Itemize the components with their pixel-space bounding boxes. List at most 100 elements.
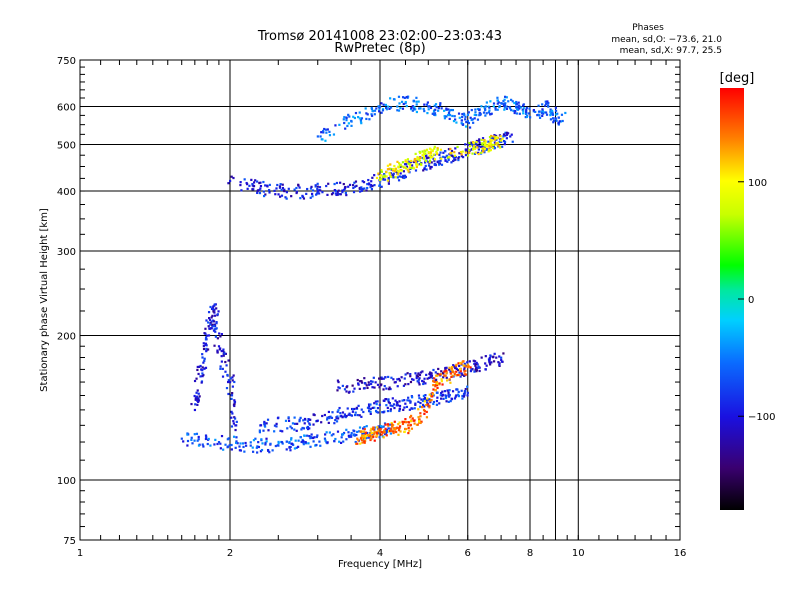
scatter-point — [491, 137, 494, 140]
scatter-point — [266, 418, 270, 421]
scatter-point — [446, 389, 449, 392]
scatter-point — [433, 380, 436, 383]
scatter-point — [412, 167, 416, 170]
scatter-point — [473, 117, 476, 120]
scatter-point — [350, 120, 353, 123]
scatter-point — [519, 106, 522, 109]
scatter-point — [371, 176, 374, 179]
scatter-point — [418, 373, 422, 377]
scatter-point — [335, 181, 339, 185]
scatter-point — [464, 115, 467, 118]
scatter-point — [351, 410, 354, 413]
scatter-point — [498, 105, 501, 108]
scatter-point — [353, 185, 357, 188]
scatter-point — [403, 377, 406, 380]
scatter-point — [238, 445, 241, 448]
scatter-point — [538, 110, 541, 113]
scatter-point — [394, 167, 397, 170]
scatter-point — [435, 378, 438, 381]
scatter-point — [466, 391, 469, 394]
scatter-point — [487, 140, 490, 143]
scatter-point — [256, 445, 259, 448]
scatter-point — [500, 102, 503, 105]
scatter-point — [428, 154, 431, 157]
scatter-point — [293, 447, 297, 450]
scatter-point — [410, 106, 413, 110]
scatter-point — [360, 122, 363, 125]
scatter-point — [527, 112, 530, 115]
scatter-point — [419, 412, 422, 415]
scatter-point — [230, 425, 234, 428]
scatter-point — [379, 425, 383, 428]
scatter-point — [202, 344, 205, 348]
scatter-point — [453, 154, 457, 157]
scatter-point — [293, 422, 297, 425]
scatter-point — [299, 197, 302, 200]
scatter-point — [383, 173, 386, 176]
scatter-point — [387, 399, 390, 402]
scatter-point — [459, 370, 462, 373]
scatter-point — [544, 100, 547, 103]
y-tick-label: 400 — [57, 187, 76, 198]
scatter-point — [488, 360, 491, 363]
scatter-point — [401, 422, 405, 426]
scatter-point — [403, 96, 406, 100]
scatter-point — [333, 440, 336, 443]
scatter-point — [281, 442, 284, 445]
scatter-point — [478, 111, 481, 114]
scatter-point — [202, 373, 205, 377]
scatter-point — [316, 135, 319, 138]
scatter-point — [448, 389, 451, 392]
scatter-point — [366, 433, 369, 437]
scatter-point — [424, 150, 427, 153]
scatter-point — [218, 348, 221, 351]
scatter-point — [538, 114, 541, 117]
scatter-point — [516, 106, 519, 109]
scatter-point — [358, 117, 361, 120]
scatter-point — [466, 363, 470, 366]
scatter-point — [211, 314, 214, 317]
scatter-point — [438, 160, 441, 163]
scatter-point — [404, 166, 407, 169]
scatter-point — [393, 164, 396, 168]
scatter-point — [231, 391, 234, 395]
scatter-point — [193, 433, 196, 436]
scatter-point — [213, 309, 216, 312]
scatter-point — [423, 377, 426, 380]
scatter-point — [186, 433, 189, 436]
scatter-point — [235, 440, 238, 443]
scatter-point — [302, 197, 306, 200]
scatter-point — [391, 423, 395, 427]
scatter-point — [367, 383, 371, 386]
scatter-point — [376, 426, 379, 429]
colorbar-tick-label: −100 — [748, 412, 775, 423]
scatter-point — [409, 420, 413, 423]
scatter-point — [442, 151, 445, 154]
scatter-point — [432, 380, 435, 383]
scatter-point — [342, 440, 345, 443]
scatter-point — [347, 113, 350, 116]
scatter-point — [498, 355, 501, 358]
scatter-point — [200, 381, 203, 384]
scatter-point — [294, 439, 297, 442]
scatter-point — [432, 394, 435, 397]
legend-line-x: mean, sd,X: 97.7, 25.5 — [620, 46, 722, 56]
scatter-point — [194, 398, 197, 401]
scatter-point — [443, 117, 447, 120]
scatter-point — [216, 349, 219, 352]
scatter-point — [298, 418, 301, 421]
scatter-point — [442, 372, 445, 375]
scatter-point — [453, 151, 456, 154]
scatter-point — [484, 368, 487, 371]
scatter-point — [503, 95, 507, 98]
scatter-point — [509, 135, 512, 138]
scatter-point — [376, 400, 379, 403]
scatter-point — [352, 429, 355, 432]
scatter-point — [354, 180, 358, 183]
scatter-point — [315, 193, 318, 196]
scatter-point — [507, 100, 510, 103]
scatter-point — [343, 415, 346, 418]
scatter-point — [456, 388, 459, 391]
scatter-point — [363, 436, 367, 439]
